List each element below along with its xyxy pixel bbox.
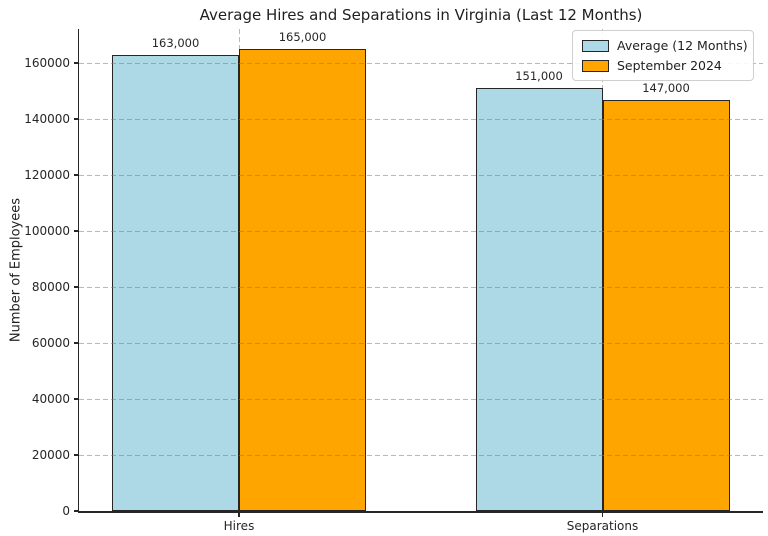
- x-tick-mark: [601, 512, 604, 517]
- gridline-y-100000: [79, 230, 763, 232]
- gridline-y-40000: [79, 398, 763, 400]
- gridline-y-60000: [79, 342, 763, 344]
- bar-hires-average: [112, 54, 239, 511]
- chart-title: Average Hires and Separations in Virgini…: [199, 6, 643, 24]
- y-tick-mark: [74, 62, 79, 64]
- x-axis-spine: [77, 511, 763, 513]
- bar-value-labels: 163,000 151,000 165,000 147,000: [79, 29, 763, 511]
- y-tick-label: 20000: [31, 448, 70, 463]
- bars-layer: [79, 29, 763, 511]
- bar-separations-september: [602, 99, 730, 511]
- y-tick-mark: [74, 118, 79, 120]
- legend-swatch-september-icon: [582, 59, 609, 72]
- x-tick-mark: [238, 512, 240, 517]
- x-tick-label-separations: Separations: [566, 519, 639, 533]
- gridline-y-140000: [79, 118, 763, 120]
- bar-hires-september: [239, 49, 366, 511]
- y-tick-mark: [74, 230, 79, 232]
- legend-item-september: September 2024: [582, 58, 743, 73]
- bar-value-label: 163,000: [151, 35, 200, 50]
- legend-label-september: September 2024: [617, 58, 722, 73]
- y-tick-label: 0: [62, 504, 70, 518]
- legend: Average (12 Months) September 2024: [572, 30, 754, 81]
- legend-label-average: Average (12 Months): [617, 38, 748, 53]
- bar-value-label: 165,000: [278, 30, 327, 45]
- y-tick-label: 140000: [24, 112, 70, 127]
- bar-value-label: 147,000: [642, 80, 690, 95]
- y-tick-mark: [74, 454, 79, 456]
- horizontal-gridlines: [79, 29, 763, 511]
- y-axis-label: Number of Employees: [8, 197, 24, 343]
- y-tick-mark: [74, 398, 79, 400]
- y-tick-mark: [74, 174, 79, 176]
- y-tick-label: 120000: [24, 168, 70, 183]
- y-tick-label: 100000: [24, 224, 70, 239]
- y-axis-spine: [77, 29, 79, 511]
- y-tick-label: 80000: [31, 280, 70, 295]
- x-tick-label-hires: Hires: [223, 519, 255, 533]
- bar-separations-average: [475, 88, 603, 511]
- gridline-y-80000: [79, 286, 763, 288]
- legend-swatch-average-icon: [582, 39, 609, 52]
- plot-area: 163,000 151,000 165,000 147,000: [77, 29, 763, 513]
- gridline-y-120000: [79, 174, 763, 176]
- y-tick-mark: [74, 286, 79, 288]
- gridline-y-20000: [79, 454, 763, 456]
- y-tick-mark: [74, 510, 79, 512]
- gridline-y-160000: [79, 62, 763, 64]
- y-tick-label: 160000: [24, 56, 70, 71]
- y-tick-label: 40000: [31, 392, 70, 407]
- y-tick-mark: [74, 342, 79, 344]
- legend-item-average: Average (12 Months): [582, 38, 748, 53]
- bar-value-label: 151,000: [515, 69, 563, 84]
- y-tick-label: 60000: [31, 336, 70, 351]
